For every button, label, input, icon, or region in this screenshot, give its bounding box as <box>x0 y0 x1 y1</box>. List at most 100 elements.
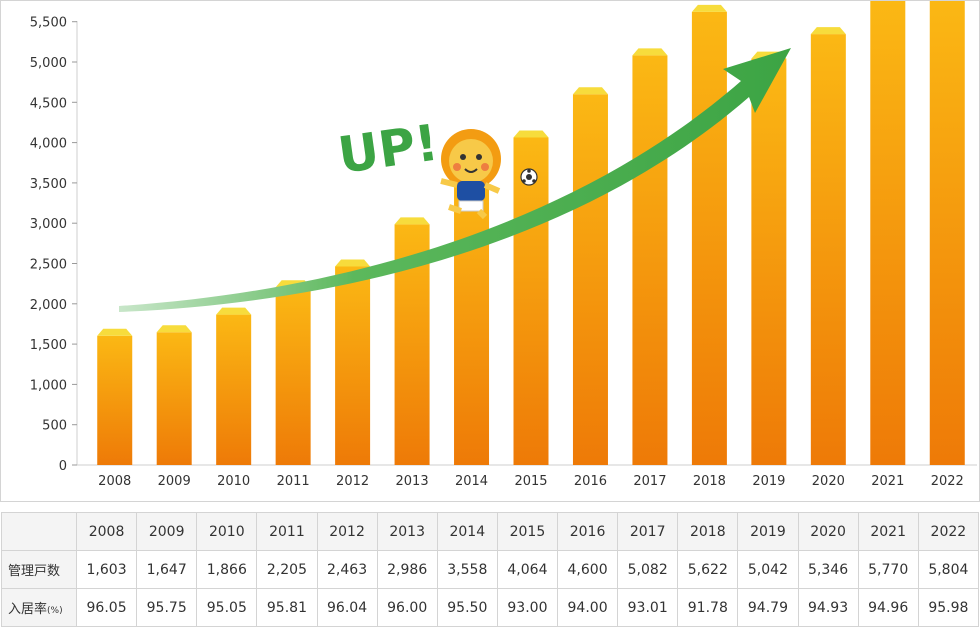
bar-body <box>97 335 133 465</box>
y-tick-label: 4,500 <box>30 96 67 111</box>
table-header-cell: 2022 <box>917 512 980 551</box>
y-tick-label: 2,000 <box>30 298 67 313</box>
bar-cap <box>335 259 371 267</box>
table-row-label: 入居率(%) <box>1 588 77 627</box>
y-tick-label: 1,500 <box>30 338 67 353</box>
x-tick-label: 2011 <box>277 474 310 489</box>
x-tick-label: 2017 <box>633 474 666 489</box>
table-cell: 5,082 <box>617 550 679 589</box>
table-header-cell: 2016 <box>556 512 619 551</box>
bar <box>929 1 965 465</box>
table-header-cell: 2012 <box>316 512 378 551</box>
table-header-cell: 2015 <box>496 512 559 551</box>
x-tick-label: 2012 <box>336 474 369 489</box>
bar <box>632 48 668 465</box>
table-header-cell: 2017 <box>617 512 679 551</box>
table-header-cell: 2013 <box>376 512 438 551</box>
x-tick-label: 2013 <box>396 474 429 489</box>
table-cell: 5,804 <box>917 550 980 589</box>
table-cell: 4,600 <box>556 550 619 589</box>
table-corner-cell <box>1 512 77 551</box>
bar <box>513 130 549 466</box>
x-tick-label: 2016 <box>574 474 607 489</box>
bar <box>275 280 311 465</box>
bar-body <box>691 11 727 466</box>
bar-cap <box>216 307 252 315</box>
table-header-cell: 2020 <box>797 512 859 551</box>
bar-cap <box>513 130 549 138</box>
x-tick-label: 2020 <box>812 474 845 489</box>
x-tick-label: 2021 <box>871 474 904 489</box>
table-cell: 1,647 <box>136 550 198 589</box>
y-tick-label: 5,500 <box>30 16 67 31</box>
bars <box>97 1 965 466</box>
table-cell: 94.00 <box>556 588 619 627</box>
table-cell: 93.01 <box>617 588 679 627</box>
table-header-cell: 2008 <box>75 512 138 551</box>
y-tick-label: 2,500 <box>30 258 67 273</box>
bar-body <box>751 58 787 465</box>
table-cell: 1,603 <box>75 550 138 589</box>
x-tick-label: 2014 <box>455 474 488 489</box>
table-cell: 5,622 <box>677 550 739 589</box>
y-tick-label: 4,000 <box>30 137 67 152</box>
bar <box>751 51 787 465</box>
chart-panel: 0 500 1,000 1,500 2,000 2,500 3,000 3,500 4,000 4… <box>0 0 980 502</box>
bar-chart: 0 500 1,000 1,500 2,000 2,500 3,000 3,500 4,000 4… <box>30 1 977 489</box>
bar <box>454 171 490 465</box>
table-header-cell: 2011 <box>256 512 318 551</box>
bar <box>97 328 133 465</box>
table-header-row: 2008 2009 2010 2011 2012 2013 2014 2015 2016 2017… <box>1 512 980 551</box>
table-cell: 94.96 <box>857 588 919 627</box>
bar-cap <box>572 87 608 95</box>
table-cell: 96.04 <box>316 588 378 627</box>
bar-body <box>335 266 371 465</box>
table-cell: 5,770 <box>857 550 919 589</box>
bar-body <box>810 34 846 466</box>
table-cell: 93.00 <box>496 588 559 627</box>
lion-mascot-icon <box>440 129 501 220</box>
up-annotation: UP! <box>335 114 442 185</box>
y-tick-label: 3,000 <box>30 217 67 232</box>
table-cell: 91.78 <box>677 588 739 627</box>
bar-body <box>275 287 311 465</box>
y-tick-label: 0 <box>59 459 67 474</box>
table-cell: 96.00 <box>376 588 438 627</box>
table-header-cell: 2014 <box>436 512 498 551</box>
table-cell: 95.98 <box>917 588 980 627</box>
bar <box>870 1 906 466</box>
table-cell: 95.75 <box>136 588 198 627</box>
table-row: 入居率(%) 96.05 95.75 95.05 95.81 96.04 96.00 95.5… <box>1 588 980 627</box>
bar <box>572 87 608 466</box>
table-cell: 5,346 <box>797 550 859 589</box>
row-label-unit: (%) <box>47 606 63 616</box>
soccer-ball-icon <box>520 168 538 186</box>
bar-body <box>513 137 549 466</box>
table-cell: 1,866 <box>196 550 258 589</box>
bar-cap <box>691 4 727 12</box>
bar-cap <box>810 27 846 35</box>
bar-cap <box>394 217 430 225</box>
bar <box>335 259 371 465</box>
x-tick-label: 2010 <box>217 474 250 489</box>
table-cell: 2,205 <box>256 550 318 589</box>
table-cell: 95.81 <box>256 588 318 627</box>
bar <box>810 27 846 466</box>
table-cell: 3,558 <box>436 550 498 589</box>
bar-cap <box>156 325 192 333</box>
table-row: 管理戸数 1,603 1,647 1,866 2,205 2,463 2,986 3,558 4… <box>1 550 980 589</box>
bar-body <box>929 1 965 465</box>
bar-body <box>216 314 252 465</box>
x-axis: 2008 2009 2010 2011 2012 2013 2014 2015 2016 2017… <box>98 474 964 489</box>
table-header-cell: 2021 <box>857 512 919 551</box>
table-cell: 4,064 <box>496 550 559 589</box>
y-tick-label: 1,000 <box>30 378 67 393</box>
bar-body <box>454 178 490 465</box>
x-tick-label: 2022 <box>931 474 964 489</box>
y-tick-label: 3,500 <box>30 177 67 192</box>
table-cell: 94.79 <box>737 588 799 627</box>
bar-body <box>572 94 608 466</box>
y-axis: 0 500 1,000 1,500 2,000 2,500 3,000 3,500 4,000 4… <box>30 16 977 474</box>
data-table: 2008 2009 2010 2011 2012 2013 2014 2015 2016 2017… <box>1 512 980 627</box>
table-header-cell: 2010 <box>196 512 258 551</box>
